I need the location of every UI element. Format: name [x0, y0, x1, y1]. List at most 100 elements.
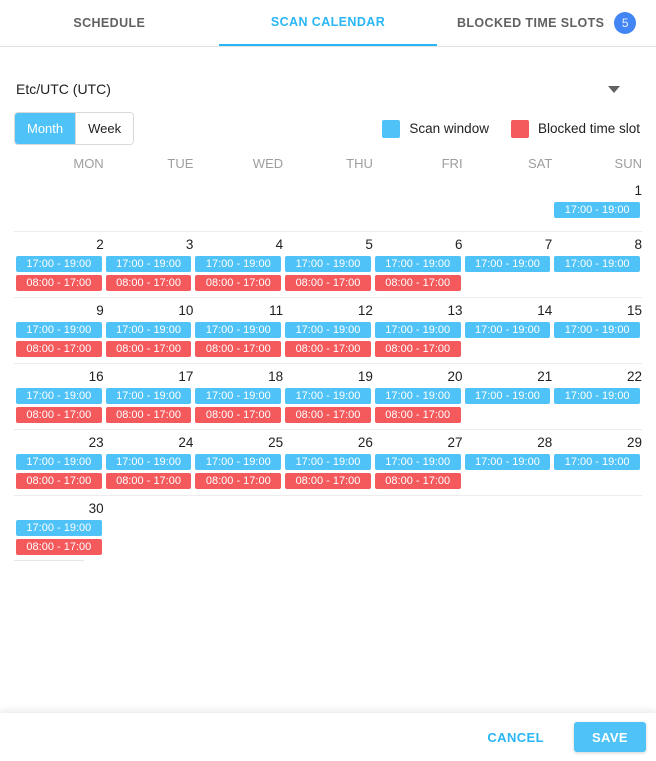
day-cell-empty	[373, 501, 463, 555]
blocked-time-event[interactable]: 08:00 - 17:00	[374, 473, 461, 489]
day-number: 14	[537, 303, 553, 318]
day-number: 8	[634, 237, 642, 252]
scan-window-event[interactable]: 17:00 - 19:00	[464, 388, 551, 404]
tab-scan-calendar[interactable]: SCAN CALENDAR	[218, 0, 438, 46]
legend-item-scan-window: Scan window	[382, 119, 489, 138]
scan-window-event[interactable]: 17:00 - 19:00	[464, 454, 551, 470]
day-number: 12	[357, 303, 373, 318]
day-cell-17: 17 17:00 - 19:00 08:00 - 17:00	[104, 369, 193, 423]
scan-window-event[interactable]: 17:00 - 19:00	[464, 256, 551, 272]
scan-window-event[interactable]: 17:00 - 19:00	[554, 202, 640, 218]
blocked-time-event[interactable]: 08:00 - 17:00	[374, 341, 461, 357]
dropdown-arrow-icon	[608, 86, 620, 93]
day-cell-3: 3 17:00 - 19:00 08:00 - 17:00	[104, 237, 193, 291]
save-button[interactable]: SAVE	[573, 722, 646, 752]
blocked-time-event[interactable]: 08:00 - 17:00	[285, 407, 371, 423]
calendar-week-row: 16 17:00 - 19:00 08:00 - 17:00 17 17:00 - 19…	[14, 364, 642, 430]
scan-window-event[interactable]: 17:00 - 19:00	[195, 322, 282, 338]
blocked-time-event[interactable]: 08:00 - 17:00	[16, 473, 102, 489]
blocked-time-event[interactable]: 08:00 - 17:00	[285, 275, 371, 291]
day-cell-21: 21 17:00 - 19:00	[463, 369, 552, 423]
timezone-select[interactable]: Etc/UTC (UTC)	[16, 81, 640, 97]
blocked-slot-swatch	[510, 119, 529, 138]
scan-window-event[interactable]: 17:00 - 19:00	[285, 388, 371, 404]
tab-blocked-time-slots[interactable]: BLOCKED TIME SLOTS 5	[437, 0, 656, 46]
blocked-time-event[interactable]: 08:00 - 17:00	[374, 275, 461, 291]
blocked-time-event[interactable]: 08:00 - 17:00	[16, 341, 102, 357]
scan-window-event[interactable]: 17:00 - 19:00	[554, 388, 640, 404]
scan-window-event[interactable]: 17:00 - 19:00	[374, 454, 461, 470]
blocked-time-event[interactable]: 08:00 - 17:00	[16, 407, 102, 423]
scan-window-event[interactable]: 17:00 - 19:00	[285, 322, 371, 338]
tab-schedule[interactable]: SCHEDULE	[0, 0, 219, 46]
day-cell-empty	[373, 183, 463, 218]
day-cell-empty	[463, 183, 553, 218]
blocked-time-event[interactable]: 08:00 - 17:00	[195, 407, 282, 423]
day-cell-20: 20 17:00 - 19:00 08:00 - 17:00	[373, 369, 463, 423]
day-number: 29	[626, 435, 642, 450]
calendar-controls: Month Week Scan window Blocked time slot	[14, 112, 640, 145]
scan-window-event[interactable]: 17:00 - 19:00	[195, 256, 282, 272]
tab-bar: SCHEDULE SCAN CALENDAR BLOCKED TIME SLOT…	[0, 0, 656, 47]
scan-window-event[interactable]: 17:00 - 19:00	[374, 388, 461, 404]
day-cell-8: 8 17:00 - 19:00	[552, 237, 642, 291]
week-view-button[interactable]: Week	[75, 113, 134, 144]
scan-window-event[interactable]: 17:00 - 19:00	[16, 256, 102, 272]
blocked-time-event[interactable]: 08:00 - 17:00	[195, 473, 282, 489]
weekday-wed: WED	[252, 156, 284, 171]
day-cell-16: 16 17:00 - 19:00 08:00 - 17:00	[14, 369, 104, 423]
scan-window-event[interactable]: 17:00 - 19:00	[16, 388, 102, 404]
day-cell-15: 15 17:00 - 19:00	[552, 303, 642, 357]
scan-window-label: Scan window	[409, 121, 489, 136]
scan-window-event[interactable]: 17:00 - 19:00	[554, 256, 640, 272]
day-cell-26: 26 17:00 - 19:00 08:00 - 17:00	[283, 435, 373, 489]
day-cell-empty	[283, 501, 373, 555]
scan-window-event[interactable]: 17:00 - 19:00	[374, 256, 461, 272]
day-cell-empty	[104, 501, 194, 555]
scan-window-event[interactable]: 17:00 - 19:00	[105, 322, 192, 338]
day-cell-2: 2 17:00 - 19:00 08:00 - 17:00	[14, 237, 104, 291]
blocked-time-event[interactable]: 08:00 - 17:00	[285, 341, 371, 357]
blocked-time-event[interactable]: 08:00 - 17:00	[195, 341, 282, 357]
blocked-time-event[interactable]: 08:00 - 17:00	[105, 341, 192, 357]
scan-window-event[interactable]: 17:00 - 19:00	[16, 322, 102, 338]
footer-action-bar: CANCEL SAVE	[0, 713, 656, 761]
tab-schedule-label: SCHEDULE	[73, 16, 146, 30]
scan-window-event[interactable]: 17:00 - 19:00	[464, 322, 551, 338]
month-view-button[interactable]: Month	[15, 113, 76, 144]
scan-window-event[interactable]: 17:00 - 19:00	[195, 454, 282, 470]
day-number: 13	[447, 303, 463, 318]
cancel-button[interactable]: CANCEL	[471, 722, 560, 753]
day-number: 1	[634, 183, 642, 198]
scan-window-event[interactable]: 17:00 - 19:00	[16, 520, 102, 536]
day-cell-18: 18 17:00 - 19:00 08:00 - 17:00	[193, 369, 283, 423]
blocked-time-event[interactable]: 08:00 - 17:00	[374, 407, 461, 423]
scan-window-event[interactable]: 17:00 - 19:00	[16, 454, 102, 470]
scan-window-event[interactable]: 17:00 - 19:00	[374, 322, 461, 338]
day-number: 5	[365, 237, 373, 252]
scan-window-event[interactable]: 17:00 - 19:00	[195, 388, 282, 404]
day-number: 19	[357, 369, 373, 384]
blocked-time-event[interactable]: 08:00 - 17:00	[16, 275, 102, 291]
day-number: 28	[537, 435, 553, 450]
blocked-time-event[interactable]: 08:00 - 17:00	[105, 407, 192, 423]
day-cell-24: 24 17:00 - 19:00 08:00 - 17:00	[104, 435, 193, 489]
day-cell-11: 11 17:00 - 19:00 08:00 - 17:00	[193, 303, 283, 357]
scan-window-event[interactable]: 17:00 - 19:00	[105, 388, 192, 404]
day-number: 9	[96, 303, 104, 318]
scan-window-event[interactable]: 17:00 - 19:00	[105, 256, 192, 272]
scan-window-event[interactable]: 17:00 - 19:00	[554, 322, 640, 338]
blocked-time-event[interactable]: 08:00 - 17:00	[195, 275, 282, 291]
blocked-time-event[interactable]: 08:00 - 17:00	[105, 275, 192, 291]
scan-window-event[interactable]: 17:00 - 19:00	[554, 454, 640, 470]
view-toggle: Month Week	[14, 112, 135, 145]
scan-window-event[interactable]: 17:00 - 19:00	[105, 454, 192, 470]
scan-window-event[interactable]: 17:00 - 19:00	[285, 256, 371, 272]
blocked-time-event[interactable]: 08:00 - 17:00	[285, 473, 371, 489]
weekday-mon: MON	[73, 156, 104, 171]
blocked-time-event[interactable]: 08:00 - 17:00	[16, 539, 102, 555]
blocked-time-event[interactable]: 08:00 - 17:00	[105, 473, 192, 489]
weekday-thu: THU	[346, 156, 373, 171]
day-cell-6: 6 17:00 - 19:00 08:00 - 17:00	[373, 237, 463, 291]
scan-window-event[interactable]: 17:00 - 19:00	[285, 454, 371, 470]
